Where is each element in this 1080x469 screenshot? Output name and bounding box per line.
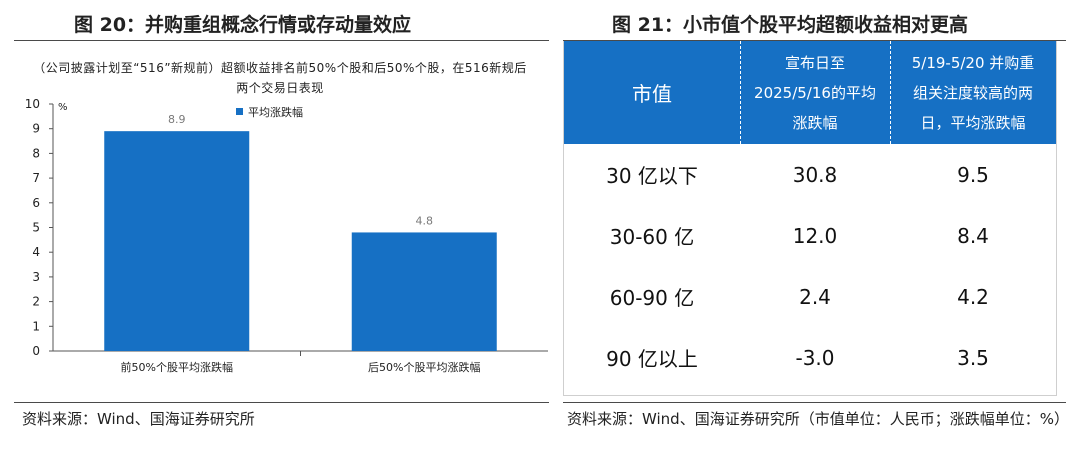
cell-market-cap: 30 亿以下 xyxy=(606,164,698,188)
bar-data-label: 8.9 xyxy=(168,113,186,126)
table-row: 60-90 亿 2.4 4.2 xyxy=(564,266,1056,327)
y-tick-label: 3 xyxy=(32,270,40,284)
y-tick-label: 4 xyxy=(32,245,40,259)
left-top-divider xyxy=(14,40,549,41)
cell-avg-change-to-0516: 12.0 xyxy=(792,223,838,248)
header-avg-change-to-0516: 宣布日至 2025/5/16的平均 涨跌幅 xyxy=(754,53,876,132)
market-cap-table: 市值 宣布日至 2025/5/16的平均 涨跌幅 5/19-5/20 并购重 组… xyxy=(563,41,1057,396)
cell-market-cap: 90 亿以上 xyxy=(606,347,698,371)
bar xyxy=(351,232,497,351)
y-axis-unit: % xyxy=(58,102,68,113)
cell-market-cap: 30-60 亿 xyxy=(609,225,695,249)
y-tick-label: 7 xyxy=(32,171,40,185)
header-separator xyxy=(740,41,741,144)
right-bottom-divider xyxy=(563,402,1066,403)
chart-subtitle: （公司披露计划至“516”新规前）超额收益排名前50%个股和后50%个股，在51… xyxy=(33,61,527,95)
cell-avg-change-0519-0520: 9.5 xyxy=(957,162,989,187)
table-header: 市值 宣布日至 2025/5/16的平均 涨跌幅 5/19-5/20 并购重 组… xyxy=(564,41,1056,144)
header-avg-change-0519-0520: 5/19-5/20 并购重 组关注度较高的两 日，平均涨跌幅 xyxy=(911,53,1035,132)
cell-market-cap: 60-90 亿 xyxy=(609,286,695,310)
right-source-note: 资料来源：Wind、国海证券研究所（市值单位：人民币；涨跌幅单位：%） xyxy=(567,410,1069,428)
y-tick-label: 8 xyxy=(32,146,40,160)
table-row: 30-60 亿 12.0 8.4 xyxy=(564,205,1056,266)
chart-legend: 平均涨跌幅 xyxy=(236,105,303,119)
y-tick-label: 10 xyxy=(25,97,40,111)
legend-swatch xyxy=(236,108,243,115)
right-top-divider xyxy=(563,40,1066,41)
cell-avg-change-0519-0520: 3.5 xyxy=(957,345,989,370)
table-row: 30 亿以下 30.8 9.5 xyxy=(564,144,1056,205)
cell-avg-change-0519-0520: 8.4 xyxy=(957,223,989,248)
y-tick-label: 9 xyxy=(32,122,40,136)
y-tick-label: 6 xyxy=(32,196,40,210)
cell-avg-change-to-0516: -3.0 xyxy=(795,345,835,370)
left-source-note: 资料来源：Wind、国海证券研究所 xyxy=(22,410,255,428)
cell-avg-change-to-0516: 30.8 xyxy=(792,162,838,187)
cell-avg-change-0519-0520: 4.2 xyxy=(957,284,989,309)
x-category-label: 前50%个股平均涨跌幅 xyxy=(121,360,233,374)
table-row: 90 亿以上 -3.0 3.5 xyxy=(564,327,1056,388)
y-tick-label: 1 xyxy=(32,319,40,333)
bar-chart: 0 1 2 3 4 5 6 7 8 9 10 % 平均涨跌幅 8.9 前50%个股平均涨跌幅 4.8 后5… xyxy=(25,97,548,374)
y-tick-label: 0 xyxy=(32,344,40,358)
right-figure-title: 图 21：小市值个股平均超额收益相对更高 xyxy=(612,14,969,36)
y-tick-label: 5 xyxy=(32,221,40,235)
x-category-label: 后50%个股平均涨跌幅 xyxy=(368,360,480,374)
cell-avg-change-to-0516: 2.4 xyxy=(799,284,831,309)
left-figure-title: 图 20：并购重组概念行情或存动量效应 xyxy=(74,14,412,36)
header-market-cap: 市值 xyxy=(632,82,672,106)
left-bottom-divider xyxy=(14,402,549,403)
bar xyxy=(104,131,250,351)
bar-data-label: 4.8 xyxy=(416,214,434,227)
legend-label: 平均涨跌幅 xyxy=(248,105,303,119)
header-separator xyxy=(890,41,891,144)
y-tick-label: 2 xyxy=(32,295,40,309)
